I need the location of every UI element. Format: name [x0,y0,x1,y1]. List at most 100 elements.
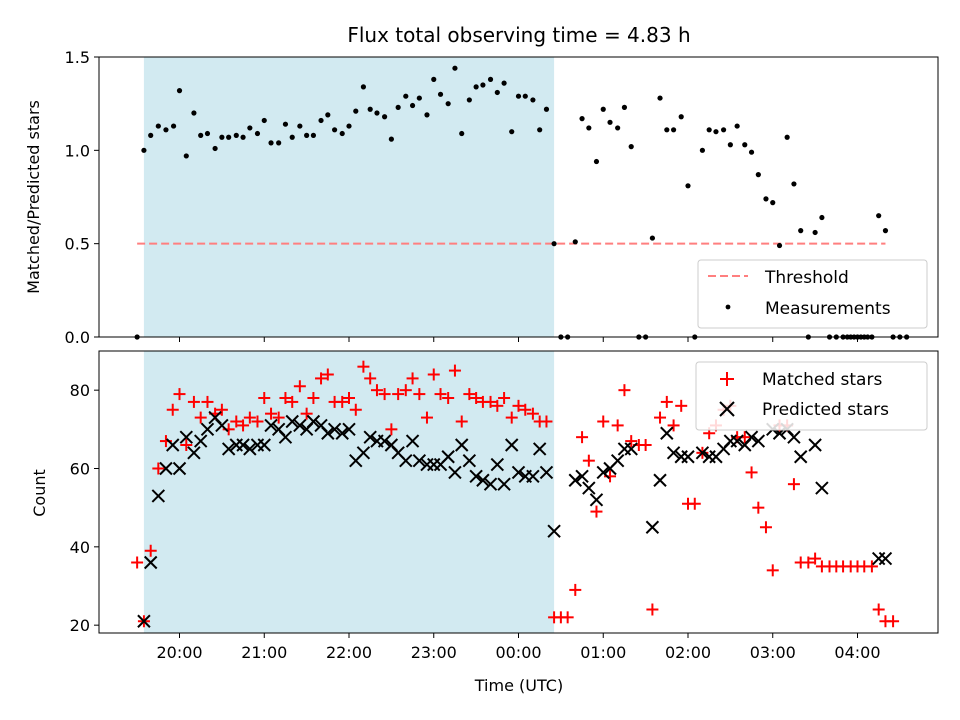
predicted-star-point [505,438,519,452]
predicted-star-point [363,430,377,444]
measurement-point [515,93,522,99]
count-legend: Matched stars Predicted stars [695,361,928,431]
predicted-star-point [159,461,173,476]
measurement-point [304,132,310,138]
predicted-star-point [568,473,582,487]
measurement-point [409,102,416,109]
measurement-point [445,101,451,107]
matched-star-point [618,384,631,397]
measurement-point [353,108,359,114]
measurement-point [742,142,748,148]
measurement-point [388,136,394,142]
matched-star-point [343,392,356,404]
matched-star-point [809,552,822,565]
matched-star-point [561,611,574,624]
matched-star-point [315,372,328,385]
ratio-y-ticks: 0.0 0.5 1.0 1.5 [65,48,99,347]
observing-window-shade [143,57,555,337]
measurement-point [706,127,712,133]
matched-star-point [611,419,624,432]
measurement-point [360,84,367,90]
measurement-point [551,241,557,247]
x-tick-label: 03:00 [750,643,796,662]
measurement-point [501,80,507,86]
matched-star-point [173,388,186,401]
measurement-point [664,127,670,133]
matched-star-point [286,395,299,408]
matched-star-point [484,395,497,408]
measurement-point [480,82,486,88]
predicted-star-point [624,442,638,456]
predicted-star-point [653,473,667,487]
matched-star-point [505,411,518,424]
predicted-star-point [356,446,371,460]
predicted-star-point [808,438,822,452]
predicted-star-point [497,477,511,491]
measurement-point [530,97,536,103]
matched-star-point [787,478,800,491]
predicted-star-point [455,438,469,452]
ratio-legend-box [697,259,928,329]
y-tick-label: 40 [70,538,90,557]
predicted-star-point [257,438,271,452]
measurement-point [776,242,783,249]
matched-star-point [237,419,250,432]
x-axis-label: Time (UTC) [474,676,563,695]
measurement-point [416,95,422,101]
matched-star-point [420,411,433,424]
matched-star-point [434,388,447,401]
count-y-axis-label: Count [30,469,49,517]
count-legend-box [695,361,928,431]
count-y-ticks: 20 40 60 80 [70,381,99,635]
predicted-star-point [321,426,335,440]
matched-star-point [144,544,157,557]
matched-star-point [887,615,900,628]
predicted-star-point [787,430,801,444]
predicted-star-point [151,489,166,503]
ratio-y-axis-label: Matched/Predicted stars [24,100,43,294]
matched-star-point [336,395,349,408]
measurement-point [183,153,189,159]
y-tick-label: 60 [70,460,90,479]
matched-star-point [519,403,532,416]
matched-star-point [357,360,370,373]
predicted-star-point [448,465,462,480]
matched-star-point [392,388,405,401]
matched-star-point [131,556,144,569]
measurement-point [437,91,444,97]
x-tick-label: 21:00 [241,643,287,662]
predicted-star-point [660,426,674,440]
matched-star-point [759,521,772,534]
legend-matched-swatch [720,372,734,386]
predicted-star-point [666,446,681,460]
count-points [131,360,900,628]
y-tick-label: 1.5 [65,48,90,67]
predicted-star-point [744,430,759,444]
matched-star-point [364,372,377,385]
measurement-point [678,114,684,120]
measurement-point [318,117,324,124]
measurement-point [331,127,338,133]
matched-star-point [752,501,765,514]
matched-star-point [194,411,207,424]
predicted-star-point [335,426,349,440]
measurement-point [191,110,197,116]
matched-star-point [201,395,214,408]
measurement-point [233,132,239,138]
matched-star-point [667,419,680,432]
predicted-star-point [399,453,413,468]
measurement-point [276,140,282,146]
measurement-point [657,95,663,101]
predicted-star-point [645,520,660,534]
predicted-star-point [285,414,299,429]
matched-star-point [865,560,878,573]
measurement-point [621,104,628,110]
matched-star-point [512,399,525,412]
x-tick-label: 04:00 [834,643,880,662]
predicted-star-point [200,422,215,437]
matched-star-point [745,466,758,479]
matched-star-point [279,392,292,404]
measurement-point [289,134,295,140]
matched-star-point [526,407,539,420]
predicted-star-point [539,465,554,480]
